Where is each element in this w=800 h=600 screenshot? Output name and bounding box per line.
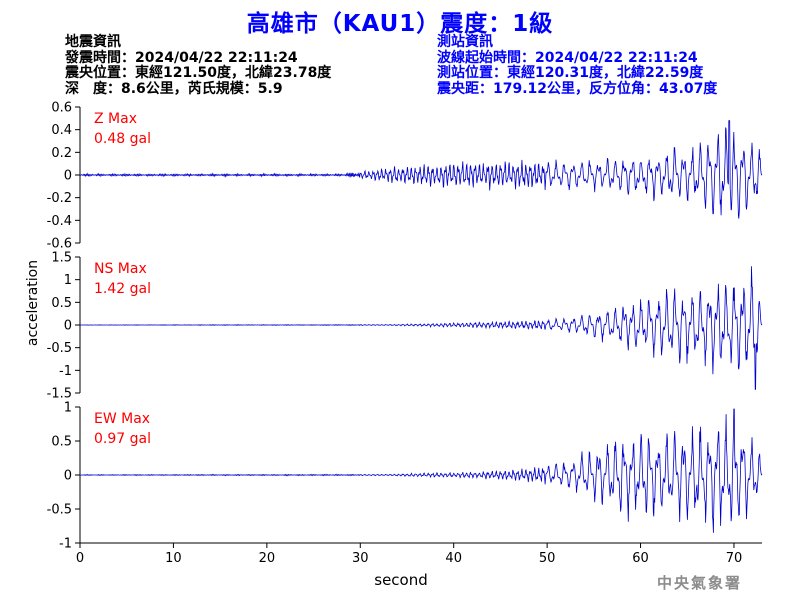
ns-y-tick-label: -1.5 bbox=[47, 387, 72, 402]
x-axis-label: second bbox=[374, 571, 428, 589]
x-tick-label: 60 bbox=[632, 551, 649, 566]
z-y-tick-label: -0.6 bbox=[47, 237, 72, 252]
ew-max-label: EW Max bbox=[94, 411, 150, 427]
ns-y-tick-label: 0.5 bbox=[51, 296, 72, 311]
x-tick-label: 50 bbox=[539, 551, 556, 566]
z-y-tick-label: -0.4 bbox=[47, 214, 72, 229]
z-max-label: Z Max bbox=[94, 111, 137, 127]
ns-y-tick-label: -0.5 bbox=[47, 341, 72, 356]
wave-start-time: 波線起始時間：2024/04/22 22:11:24 bbox=[437, 49, 698, 66]
ew-max-value: 0.97 gal bbox=[94, 431, 151, 447]
ew-y-tick-label: -1 bbox=[59, 537, 72, 552]
cwa-watermark: 中央氣象署 bbox=[657, 574, 743, 592]
x-tick-label: 0 bbox=[76, 551, 84, 566]
ew-trace bbox=[79, 408, 763, 533]
x-tick-label: 30 bbox=[352, 551, 369, 566]
station-location: 測站位置：東經120.31度，北緯22.59度 bbox=[437, 65, 704, 81]
ew-y-tick-label: 1 bbox=[64, 401, 72, 416]
ew-y-tick-label: 0.5 bbox=[51, 435, 72, 450]
earthquake-info-heading: 地震資訊 bbox=[65, 34, 121, 50]
x-tick-label: 40 bbox=[445, 551, 462, 566]
z-y-tick-label: 0.4 bbox=[51, 123, 72, 138]
chart-title: 高雄市（KAU1）震度：1級 bbox=[246, 11, 554, 37]
z-max-value: 0.48 gal bbox=[94, 131, 151, 147]
ns-max-label: NS Max bbox=[94, 261, 147, 277]
station-info-block: 測站資訊 波線起始時間：2024/04/22 22:11:24 測站位置：東經120… bbox=[437, 34, 718, 97]
z-trace bbox=[79, 120, 763, 219]
z-y-tick-label: 0.6 bbox=[51, 101, 72, 116]
x-tick-label: 70 bbox=[726, 551, 743, 566]
distance-azimuth: 震央距：179.12公里，反方位角：43.07度 bbox=[437, 80, 718, 97]
ns-y-tick-label: -1 bbox=[59, 364, 72, 379]
x-tick-label: 10 bbox=[165, 551, 182, 566]
epicenter-location: 震央位置：東經121.50度，北緯23.78度 bbox=[65, 65, 332, 81]
z-y-tick-label: 0.2 bbox=[51, 146, 72, 161]
ns-max-value: 1.42 gal bbox=[94, 281, 151, 297]
z-y-tick-label: 0 bbox=[64, 169, 72, 184]
ew-y-tick-label: 0 bbox=[64, 469, 72, 484]
z-y-tick-label: -0.2 bbox=[47, 191, 72, 206]
ns-y-tick-label: 1.5 bbox=[51, 251, 72, 266]
depth-magnitude: 深 度：8.6公里，芮氏規模：5.9 bbox=[65, 80, 283, 97]
ns-trace bbox=[79, 266, 763, 390]
y-axis-label: acceleration bbox=[25, 260, 41, 346]
ew-y-tick-label: -0.5 bbox=[47, 503, 72, 518]
origin-time: 發震時間：2024/04/22 22:11:24 bbox=[65, 49, 298, 66]
earthquake-info-block: 地震資訊 發震時間：2024/04/22 22:11:24 震央位置：東經121.5… bbox=[65, 34, 332, 97]
ns-y-tick-label: 0 bbox=[64, 319, 72, 334]
ns-y-tick-label: 1 bbox=[64, 273, 72, 288]
station-info-heading: 測站資訊 bbox=[437, 34, 493, 50]
x-tick-label: 20 bbox=[259, 551, 276, 566]
